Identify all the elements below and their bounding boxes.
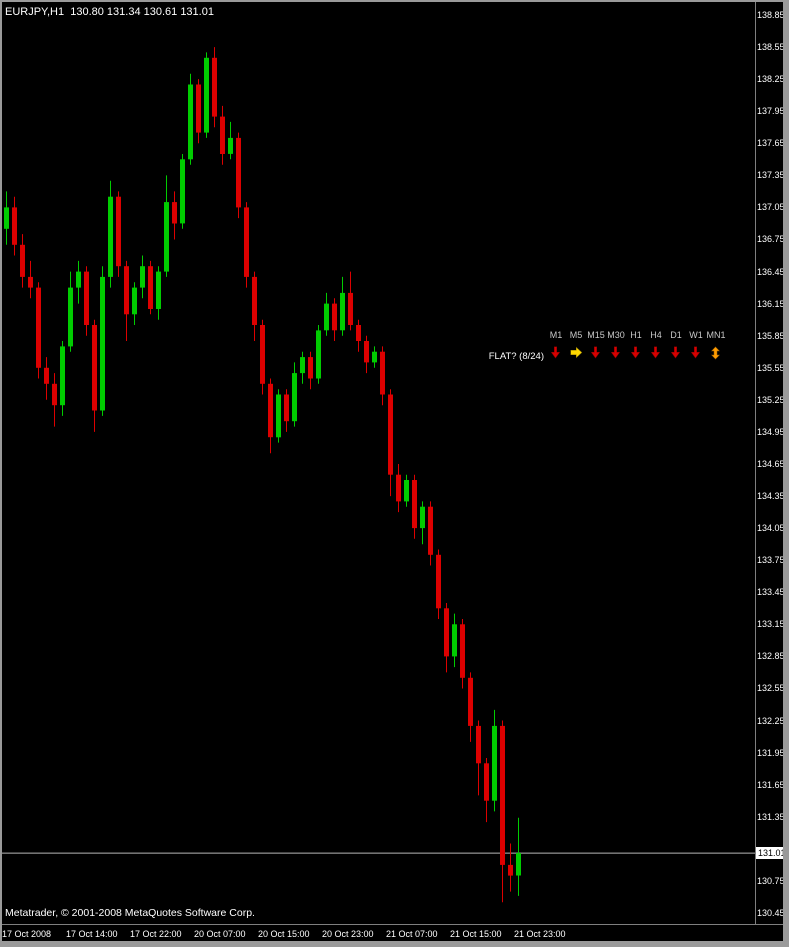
timeframe-label-mn1: MN1 xyxy=(706,330,726,340)
watermark: Metatrader, © 2001-2008 MetaQuotes Softw… xyxy=(5,907,255,919)
current-price-badge: 131.01 xyxy=(756,847,786,860)
chart-area[interactable] xyxy=(2,2,755,924)
timeframe-label-m15: M15 xyxy=(587,330,605,340)
down-arrow-icon xyxy=(686,346,706,360)
timeframe-label-m1: M1 xyxy=(549,330,563,340)
chart-title: EURJPY,H1 130.80 131.34 130.61 131.01 xyxy=(5,6,214,18)
timeframe-label-m5: M5 xyxy=(569,330,583,340)
timeframe-label-d1: D1 xyxy=(670,330,682,340)
price-axis[interactable] xyxy=(756,2,783,924)
down-arrow-icon xyxy=(606,346,626,360)
timeframe-label-w1: W1 xyxy=(689,330,703,340)
axis-separator-vertical xyxy=(755,2,756,924)
timeframe-label-m30: M30 xyxy=(607,330,625,340)
down-arrow-icon xyxy=(646,346,666,360)
down-arrow-icon xyxy=(546,346,566,360)
window-frame-bottom[interactable] xyxy=(0,941,789,947)
down-arrow-icon xyxy=(626,346,646,360)
timeframe-label-h4: H4 xyxy=(650,330,662,340)
down-arrow-icon xyxy=(586,346,606,360)
time-axis[interactable] xyxy=(2,925,783,941)
right-arrow-icon xyxy=(566,345,586,360)
updown-arrow-icon xyxy=(706,345,726,361)
window-frame-right[interactable] xyxy=(783,0,789,947)
indicator-flat-label: FLAT? (8/24) xyxy=(488,351,544,362)
timeframe-label-h1: H1 xyxy=(630,330,642,340)
window-frame-top xyxy=(0,0,789,2)
down-arrow-icon xyxy=(666,346,686,360)
axis-separator-horizontal xyxy=(2,924,783,925)
window-frame-left xyxy=(0,0,2,947)
